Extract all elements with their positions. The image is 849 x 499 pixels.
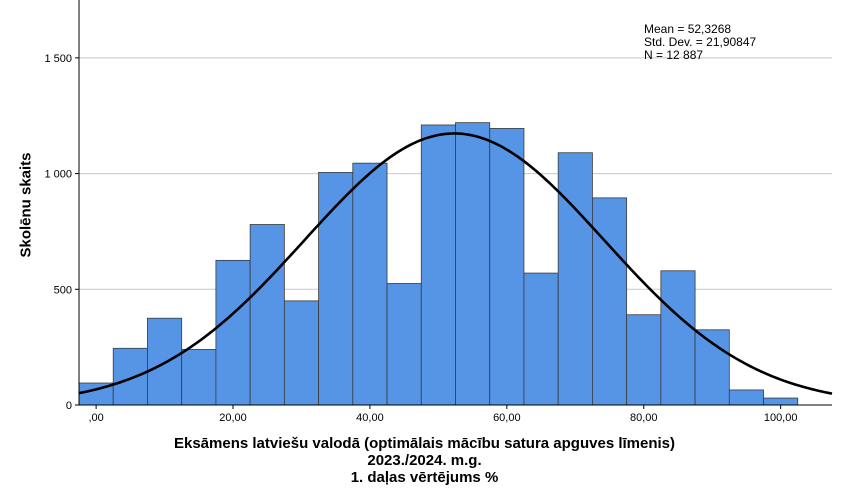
y-tick-label: 1 500 xyxy=(44,53,72,65)
x-tick-label: 40,00 xyxy=(356,412,384,424)
histogram-bar xyxy=(215,259,251,406)
x-tick-label: ,00 xyxy=(88,412,103,424)
x-axis-label-line-2: 2023./2024. m.g. xyxy=(367,452,482,469)
histogram-bar xyxy=(626,314,662,406)
stats-std-dev: Std. Dev. = 21,90847 xyxy=(644,35,757,49)
x-tick-label: 60,00 xyxy=(493,412,521,424)
histogram-bar xyxy=(352,162,388,406)
histogram-bar xyxy=(557,152,593,406)
x-tick-label: 20,00 xyxy=(219,412,247,424)
histogram-bar xyxy=(283,300,319,406)
x-tick-label: 100,00 xyxy=(764,412,798,424)
histogram-bar xyxy=(728,389,764,406)
histogram-bar xyxy=(763,397,799,406)
y-axis-label: Skolēnu skaits xyxy=(17,152,35,258)
y-tick-label: 1 000 xyxy=(44,169,72,181)
axes: 0 500 1 000 1 500 ,00 20,00 40,00 60,00 80,00 100… xyxy=(44,0,832,424)
stats-mean: Mean = 52,3268 xyxy=(644,22,732,36)
y-tick-label: 500 xyxy=(54,284,72,296)
histogram-bar xyxy=(660,270,696,406)
y-tick-label: 0 xyxy=(66,400,72,412)
histogram-bar xyxy=(455,122,491,406)
histogram-bar xyxy=(420,124,456,406)
histogram-bar xyxy=(112,347,148,406)
stats-box: Mean = 52,3268 Std. Dev. = 21,90847 N = … xyxy=(644,23,756,62)
x-tick-label: 80,00 xyxy=(630,412,658,424)
normal-curve-line xyxy=(78,132,833,395)
histogram-bar xyxy=(489,128,525,406)
histogram-bar xyxy=(181,349,217,406)
stats-n: N = 12 887 xyxy=(644,48,704,62)
bars xyxy=(78,122,799,406)
histogram-bar xyxy=(592,197,628,406)
histogram-bar xyxy=(386,283,422,406)
histogram-bar xyxy=(523,272,559,406)
x-axis-label-line-3: 1. daļas vērtējums % xyxy=(350,469,499,486)
normal-curve xyxy=(78,132,833,395)
histogram-bar xyxy=(249,224,285,406)
histogram-bar xyxy=(694,329,730,406)
x-axis-label-line-1: Eksāmens latviešu valodā (optimālais māc… xyxy=(173,435,676,452)
